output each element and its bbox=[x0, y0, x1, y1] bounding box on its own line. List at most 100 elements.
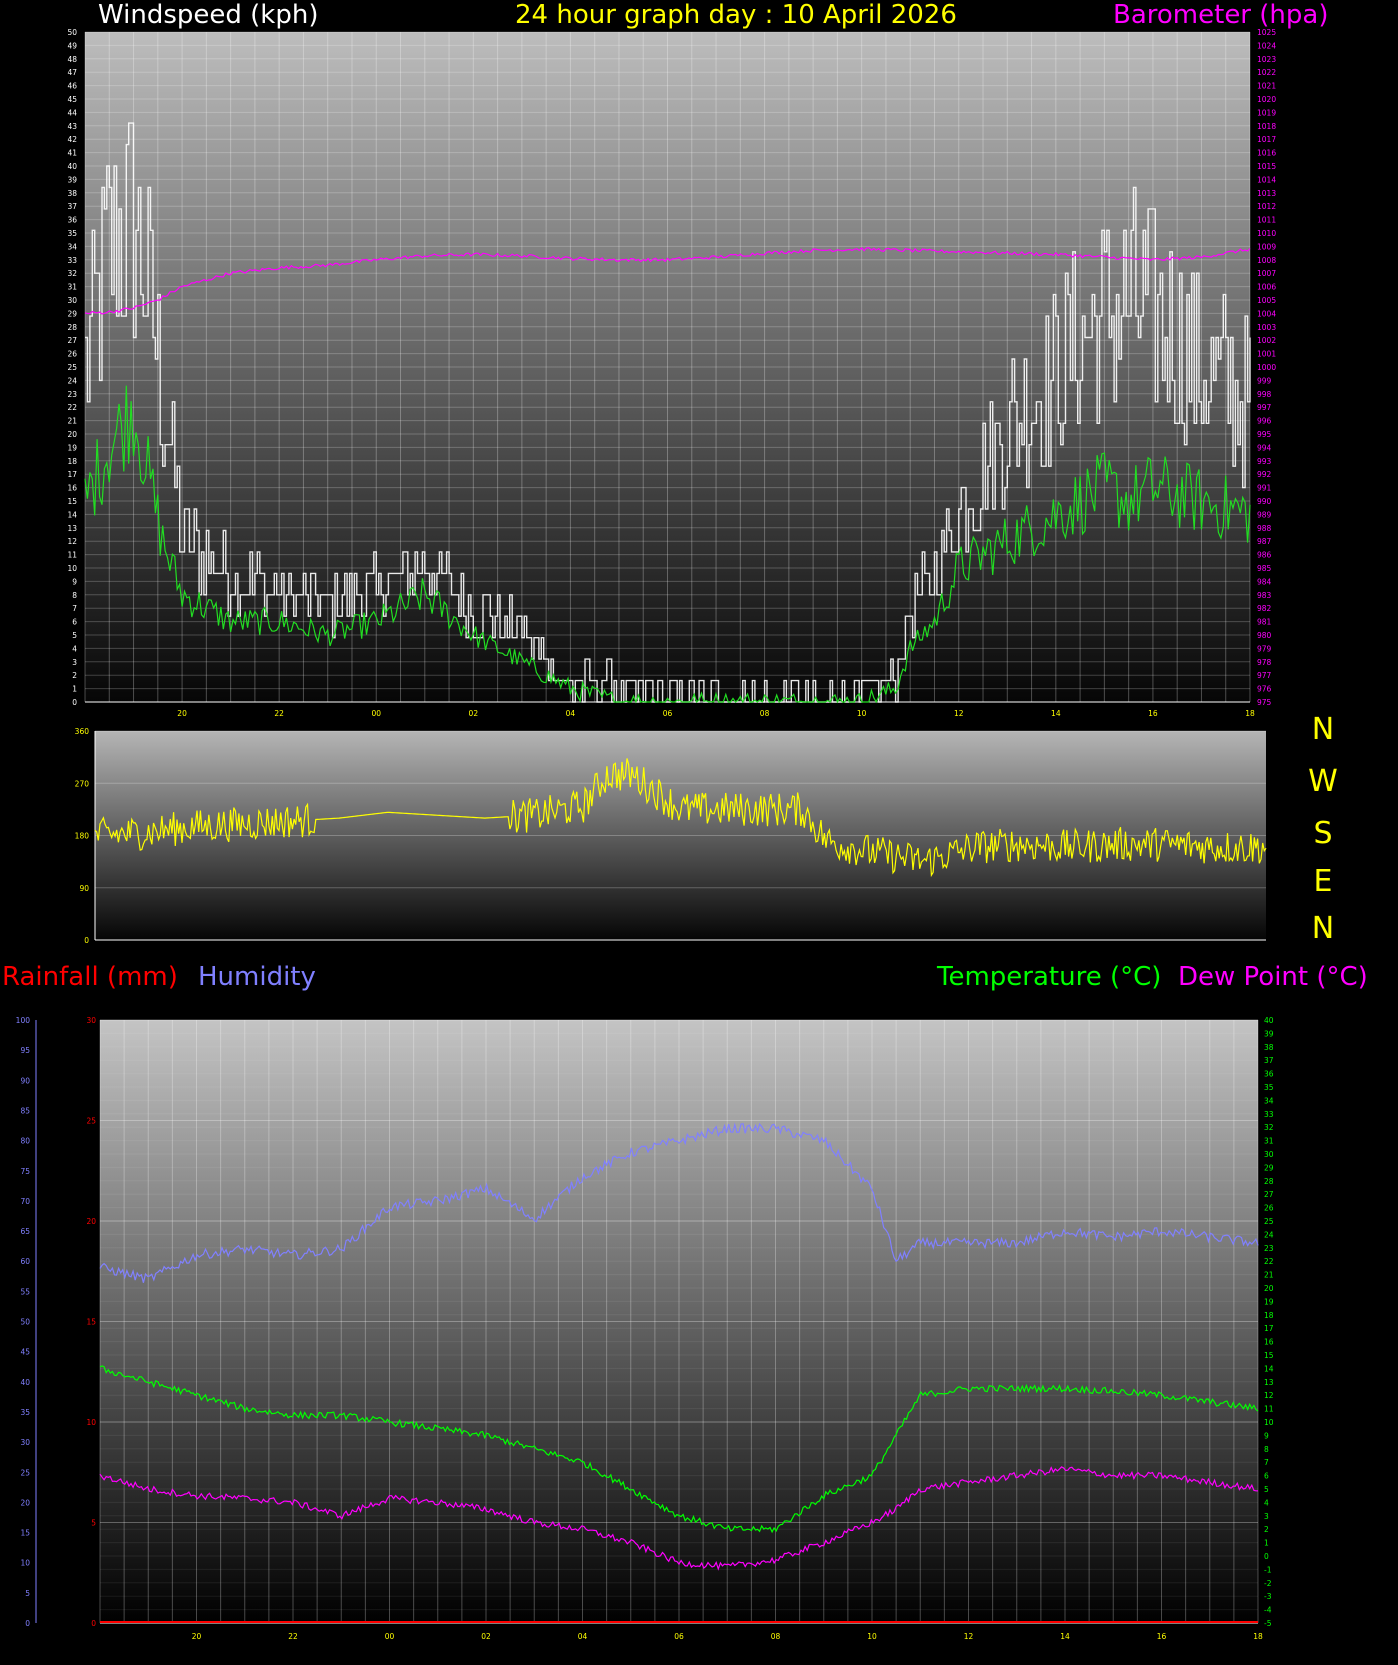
y-tick-label: 16 bbox=[67, 484, 77, 493]
y-tick-label: 24 bbox=[67, 376, 77, 385]
x-tick-label: 12 bbox=[964, 1632, 974, 1641]
y-tick-label: 44 bbox=[67, 108, 77, 117]
humidity-tick-label: 10 bbox=[20, 1559, 30, 1568]
y2-tick-label: 25 bbox=[1264, 1217, 1274, 1226]
y2-tick-label: 12 bbox=[1264, 1391, 1274, 1400]
x-tick-label: 18 bbox=[1253, 1632, 1263, 1641]
y2-tick-label: 34 bbox=[1264, 1096, 1274, 1105]
y-tick-label: 90 bbox=[79, 884, 89, 893]
x-tick-label: 22 bbox=[288, 1632, 298, 1641]
y2-tick-label: 1014 bbox=[1257, 175, 1276, 184]
y-tick-label: 49 bbox=[67, 41, 77, 50]
y-tick-label: 17 bbox=[67, 470, 77, 479]
x-tick-label: 14 bbox=[1060, 1632, 1070, 1641]
y2-tick-label: 980 bbox=[1257, 631, 1272, 640]
windspeed-plot-area bbox=[85, 32, 1250, 702]
x-tick-label: 12 bbox=[954, 709, 964, 718]
y2-tick-label: 977 bbox=[1257, 671, 1272, 680]
y2-tick-label: 3 bbox=[1264, 1512, 1269, 1521]
y2-tick-label: 1007 bbox=[1257, 269, 1276, 278]
y2-tick-label: 997 bbox=[1257, 403, 1272, 412]
y-tick-label: 6 bbox=[72, 618, 77, 627]
y2-tick-label: 8 bbox=[1264, 1445, 1269, 1454]
compass-e: E bbox=[1313, 864, 1333, 899]
y2-tick-label: 1008 bbox=[1257, 256, 1276, 265]
series-hum bbox=[99, 1122, 1259, 1283]
x-tick-label: 04 bbox=[578, 1632, 588, 1641]
y2-tick-label: 1012 bbox=[1257, 202, 1276, 211]
y-tick-label: 15 bbox=[86, 1318, 96, 1327]
y-tick-label: 38 bbox=[67, 189, 77, 198]
y2-tick-label: 0 bbox=[1264, 1552, 1269, 1561]
y2-tick-label: 992 bbox=[1257, 470, 1272, 479]
humidity-tick-label: 40 bbox=[20, 1378, 30, 1387]
y-tick-label: 25 bbox=[67, 363, 77, 372]
x-tick-label: 14 bbox=[1051, 709, 1061, 718]
y2-tick-label: 11 bbox=[1264, 1405, 1274, 1414]
series-temp bbox=[99, 1365, 1259, 1534]
y2-tick-label: 2 bbox=[1264, 1525, 1269, 1534]
y-tick-label: 1 bbox=[72, 685, 77, 694]
y2-tick-label: 998 bbox=[1257, 390, 1272, 399]
series-direction bbox=[94, 758, 1267, 878]
y2-tick-label: 1020 bbox=[1257, 95, 1276, 104]
y2-tick-label: 1009 bbox=[1257, 242, 1276, 251]
y-tick-label: 39 bbox=[67, 175, 77, 184]
y2-tick-label: 984 bbox=[1257, 577, 1272, 586]
humidity-tick-label: 70 bbox=[20, 1197, 30, 1206]
barometer-title: Barometer (hpa) bbox=[1113, 0, 1329, 30]
y2-tick-label: 1001 bbox=[1257, 350, 1276, 359]
y2-tick-label: -1 bbox=[1264, 1565, 1272, 1574]
y-tick-label: 2 bbox=[72, 671, 77, 680]
y2-tick-label: 27 bbox=[1264, 1190, 1274, 1199]
humidity-tick-label: 35 bbox=[20, 1408, 30, 1417]
y-tick-label: 30 bbox=[86, 1016, 96, 1025]
x-tick-label: 10 bbox=[867, 1632, 877, 1641]
y-tick-label: 46 bbox=[67, 82, 77, 91]
y-tick-label: 0 bbox=[84, 936, 89, 945]
x-tick-label: 00 bbox=[371, 709, 381, 718]
x-tick-label: 08 bbox=[771, 1632, 781, 1641]
y2-tick-label: 987 bbox=[1257, 537, 1272, 546]
humidity-tick-label: 75 bbox=[20, 1167, 30, 1176]
y2-tick-label: 15 bbox=[1264, 1351, 1274, 1360]
y-tick-label: 43 bbox=[67, 122, 77, 131]
humidity-tick-label: 15 bbox=[20, 1529, 30, 1538]
y2-tick-label: 1017 bbox=[1257, 135, 1276, 144]
y2-tick-label: 1003 bbox=[1257, 323, 1276, 332]
y2-tick-label: 7 bbox=[1264, 1458, 1269, 1467]
humidity-tick-label: 80 bbox=[20, 1137, 30, 1146]
humidity-title: Humidity bbox=[198, 962, 316, 992]
y-tick-label: 22 bbox=[67, 403, 77, 412]
y-tick-label: 25 bbox=[86, 1117, 96, 1126]
y2-tick-label: 982 bbox=[1257, 604, 1272, 613]
y-tick-label: 0 bbox=[91, 1619, 96, 1628]
y-tick-label: 20 bbox=[86, 1217, 96, 1226]
y2-tick-label: 1019 bbox=[1257, 108, 1276, 117]
y-tick-label: 33 bbox=[67, 256, 77, 265]
y-tick-label: 36 bbox=[67, 216, 77, 225]
humidity-tick-label: 0 bbox=[25, 1619, 30, 1628]
x-tick-label: 20 bbox=[192, 1632, 202, 1641]
y2-tick-label: 30 bbox=[1264, 1150, 1274, 1159]
x-tick-label: 20 bbox=[177, 709, 187, 718]
y2-tick-label: 21 bbox=[1264, 1271, 1274, 1280]
y2-tick-label: 1011 bbox=[1257, 216, 1276, 225]
y2-tick-label: 17 bbox=[1264, 1324, 1274, 1333]
x-tick-label: 06 bbox=[663, 709, 673, 718]
y2-tick-label: 1 bbox=[1264, 1539, 1269, 1548]
y2-tick-label: 1018 bbox=[1257, 122, 1276, 131]
y2-tick-label: 13 bbox=[1264, 1378, 1274, 1387]
y2-tick-label: 20 bbox=[1264, 1284, 1274, 1293]
y2-tick-label: 10 bbox=[1264, 1418, 1274, 1427]
y2-tick-label: 999 bbox=[1257, 376, 1272, 385]
y2-tick-label: 979 bbox=[1257, 644, 1272, 653]
y2-tick-label: 18 bbox=[1264, 1311, 1274, 1320]
y-tick-label: 9 bbox=[72, 577, 77, 586]
y-tick-label: 3 bbox=[72, 658, 77, 667]
y2-tick-label: 978 bbox=[1257, 658, 1272, 667]
x-tick-label: 04 bbox=[566, 709, 576, 718]
humidity-tick-label: 5 bbox=[25, 1589, 30, 1598]
y2-tick-label: 38 bbox=[1264, 1043, 1274, 1052]
